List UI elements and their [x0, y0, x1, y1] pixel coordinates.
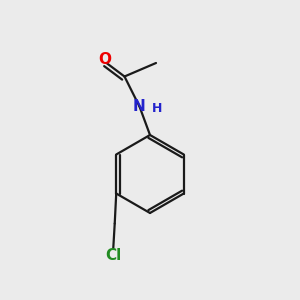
- Text: H: H: [152, 101, 162, 115]
- Text: O: O: [98, 52, 111, 68]
- Text: Cl: Cl: [105, 248, 122, 263]
- Text: N: N: [133, 99, 146, 114]
